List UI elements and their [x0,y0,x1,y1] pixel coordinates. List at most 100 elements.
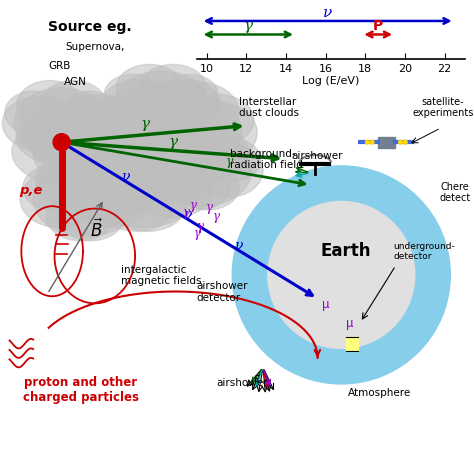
Text: airshower: airshower [216,378,267,388]
Ellipse shape [40,81,107,130]
Ellipse shape [145,144,216,197]
Ellipse shape [149,79,220,129]
Ellipse shape [156,135,251,206]
Text: γ: γ [206,201,213,214]
Ellipse shape [204,139,261,182]
X-axis label: Log (E/eV): Log (E/eV) [302,75,359,85]
Ellipse shape [62,154,135,207]
Ellipse shape [16,109,118,166]
Circle shape [53,134,70,151]
Ellipse shape [74,155,142,201]
Text: γ: γ [182,206,190,219]
Text: Chere
detect: Chere detect [439,182,471,203]
Circle shape [403,140,407,144]
Text: γ: γ [190,199,197,211]
Text: airshower
detector: airshower detector [197,282,248,303]
Ellipse shape [111,182,185,231]
Ellipse shape [33,161,137,237]
Ellipse shape [36,116,97,162]
Ellipse shape [140,64,206,111]
Ellipse shape [100,182,173,231]
Text: p,e: p,e [19,184,43,197]
Circle shape [268,201,415,348]
Text: γ: γ [197,220,204,233]
Ellipse shape [165,101,257,165]
Ellipse shape [180,94,254,146]
Text: ν: ν [121,170,130,184]
Ellipse shape [103,101,195,165]
Text: γ: γ [194,227,201,240]
Ellipse shape [135,98,197,141]
Ellipse shape [20,171,99,228]
Text: ν: ν [183,208,191,222]
Ellipse shape [85,165,148,210]
Ellipse shape [114,71,209,137]
Ellipse shape [121,82,208,141]
Ellipse shape [97,116,225,187]
Circle shape [399,140,402,144]
Ellipse shape [106,94,180,146]
Text: ε: ε [254,372,260,384]
Ellipse shape [5,91,62,134]
Ellipse shape [192,144,263,197]
Text: γ: γ [168,135,177,149]
Text: μ: μ [322,298,330,311]
Ellipse shape [88,144,168,197]
Text: Atmosphere: Atmosphere [347,388,411,399]
Ellipse shape [46,191,114,241]
Ellipse shape [118,90,242,175]
Ellipse shape [161,74,218,114]
Text: γ: γ [244,19,253,33]
Ellipse shape [142,155,210,201]
Ellipse shape [37,95,157,161]
Ellipse shape [72,171,151,228]
Ellipse shape [104,74,161,114]
Text: ν: ν [323,6,332,19]
Ellipse shape [128,161,213,218]
Bar [378,137,395,148]
Text: AGN: AGN [64,77,87,87]
Text: intergalactic
magnetic fields: intergalactic magnetic fields [121,265,201,286]
Circle shape [365,140,369,144]
Ellipse shape [152,82,238,141]
Text: airshower: airshower [292,151,343,161]
Ellipse shape [55,142,165,204]
Ellipse shape [85,152,199,228]
Text: satellite-
experiments: satellite- experiments [412,97,474,118]
Text: P: P [373,19,383,33]
Ellipse shape [168,164,230,210]
Ellipse shape [26,116,88,162]
Text: γ: γ [213,210,220,223]
Text: proton and other
charged particles: proton and other charged particles [23,375,138,403]
Ellipse shape [126,98,187,141]
Text: background-
radiation field: background- radiation field [230,149,303,170]
Ellipse shape [23,165,85,210]
Text: μ: μ [346,317,354,330]
Circle shape [370,140,374,144]
Ellipse shape [50,97,121,150]
Ellipse shape [102,79,173,129]
Ellipse shape [72,142,182,204]
Ellipse shape [147,139,204,182]
Text: Supernova,: Supernova, [65,42,125,52]
Text: γ: γ [140,117,149,131]
Ellipse shape [182,128,249,178]
Ellipse shape [71,161,156,218]
Ellipse shape [62,91,118,134]
Ellipse shape [178,164,239,210]
Text: ν: ν [234,239,242,253]
Ellipse shape [14,88,109,159]
Ellipse shape [116,64,182,111]
Text: GRB: GRB [48,61,71,71]
Ellipse shape [118,109,221,166]
Circle shape [232,166,450,384]
Ellipse shape [117,144,196,197]
Ellipse shape [159,128,225,178]
Text: γ: γ [226,155,233,168]
Bar [346,337,358,351]
Ellipse shape [57,191,124,241]
Ellipse shape [17,81,83,130]
Ellipse shape [146,124,227,180]
Ellipse shape [12,116,140,187]
Ellipse shape [2,97,73,150]
